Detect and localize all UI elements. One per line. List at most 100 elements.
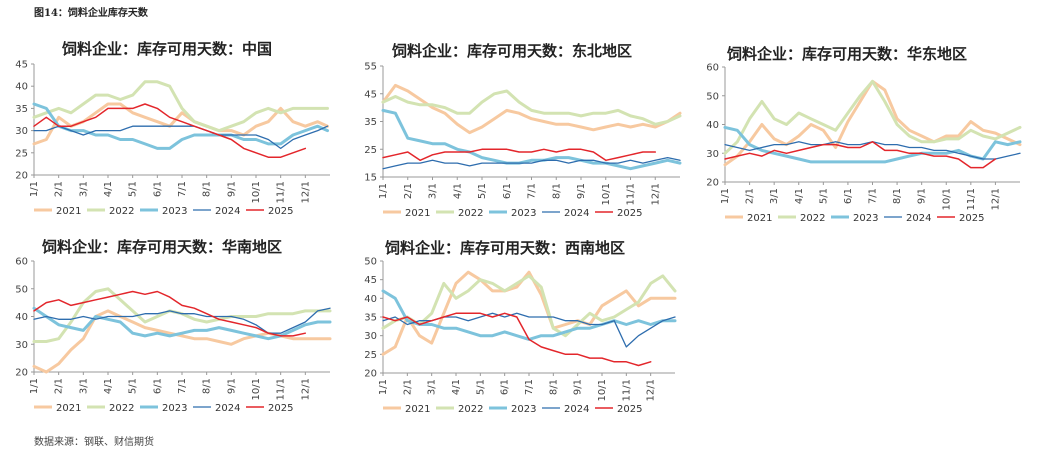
- legend-label-2023: 2023: [511, 404, 536, 415]
- chart-title: 饲料企业：库存可用天数：中国: [61, 40, 272, 58]
- x-tick-label: 11/1: [626, 183, 637, 205]
- chart-title: 饲料企业：库存可用天数：西南地区: [384, 239, 625, 257]
- legend-label-2022: 2022: [109, 206, 134, 217]
- x-tick-label: 6/1: [502, 183, 513, 199]
- legend-label-2022: 2022: [109, 403, 134, 414]
- chart-northeast: 饲料企业：库存可用天数：东北地区 15 25 35 45 55 1/1 2/1 3/1 4/1 5/…: [364, 42, 682, 219]
- x-tick-label: 5/1: [128, 181, 139, 197]
- chart-south: 饲料企业：库存可用天数：华南地区 20 30 40 50 60 1/1 2/1 3/1 4/1 5/…: [15, 238, 332, 414]
- y-tick-label: 55: [364, 62, 377, 73]
- y-tick-label: 60: [15, 257, 28, 268]
- x-tick-label: 12/1: [990, 188, 1001, 210]
- x-tick-label: 2/1: [402, 379, 413, 395]
- legend-label-2025: 2025: [959, 213, 984, 224]
- y-tick-label: 35: [15, 104, 28, 115]
- x-tick-label: 1/1: [29, 378, 40, 394]
- x-tick-label: 8/1: [202, 181, 213, 197]
- legend-label-2023: 2023: [162, 206, 187, 217]
- x-tick-label: 4/1: [103, 378, 114, 394]
- y-tick-label: 25: [15, 148, 28, 159]
- y-tick-label: 40: [15, 312, 28, 323]
- series-line-2022: [723, 79, 1022, 155]
- x-tick-label: 11/1: [621, 379, 632, 401]
- x-tick-label: 7/1: [177, 181, 188, 197]
- y-tick-label: 50: [364, 257, 377, 268]
- legend-label-2021: 2021: [405, 208, 430, 219]
- y-tick-label: 45: [15, 60, 28, 71]
- legend-label-2024: 2024: [564, 208, 589, 219]
- x-tick-label: 1/1: [378, 183, 389, 199]
- x-tick-label: 1/1: [720, 188, 731, 204]
- figure-caption: 图14：饲料企业库存天数: [34, 8, 148, 19]
- legend-label-2025: 2025: [268, 403, 293, 414]
- series-line-2023: [32, 102, 329, 150]
- series-line-2025: [382, 148, 657, 162]
- series-line-2025: [33, 290, 307, 337]
- x-tick-label: 9/1: [226, 181, 237, 197]
- y-tick-label: 45: [364, 89, 377, 100]
- series-line-2022: [381, 274, 677, 338]
- x-tick-label: 9/1: [573, 379, 584, 395]
- legend-label-2023: 2023: [511, 208, 536, 219]
- x-tick-label: 5/1: [818, 188, 829, 204]
- series-line-2021: [381, 83, 682, 135]
- source-note: 数据来源：钢联、财信期货: [34, 437, 154, 448]
- x-tick-label: 5/1: [128, 378, 139, 394]
- legend-label-2022: 2022: [458, 404, 483, 415]
- y-tick-label: 60: [706, 63, 719, 74]
- legend-label-2025: 2025: [617, 404, 642, 415]
- x-tick-label: 10/1: [601, 183, 612, 205]
- y-tick-label: 35: [364, 313, 377, 324]
- series-line-2022: [381, 89, 682, 126]
- x-tick-label: 7/1: [527, 183, 538, 199]
- legend-label-2023: 2023: [853, 213, 878, 224]
- series-line-2021: [32, 309, 332, 374]
- legend-label-2023: 2023: [162, 403, 187, 414]
- y-tick-label: 20: [15, 368, 28, 379]
- chart-title: 饲料企业：库存可用天数：华东地区: [726, 45, 967, 63]
- y-tick-label: 20: [706, 178, 719, 189]
- x-tick-label: 8/1: [892, 188, 903, 204]
- x-tick-label: 2/1: [745, 188, 756, 204]
- series-line-2024: [33, 307, 331, 334]
- x-tick-label: 8/1: [551, 183, 562, 199]
- legend-label-2021: 2021: [56, 206, 81, 217]
- series-line-2021: [381, 270, 677, 356]
- legend-label-2024: 2024: [215, 206, 240, 217]
- x-tick-label: 2/1: [403, 183, 414, 199]
- x-tick-label: 6/1: [500, 379, 511, 395]
- x-tick-label: 7/1: [868, 188, 879, 204]
- legend-label-2024: 2024: [906, 213, 931, 224]
- series-line-2024: [33, 125, 329, 150]
- legend-label-2025: 2025: [268, 206, 293, 217]
- x-tick-label: 12/1: [650, 183, 661, 205]
- chart-east: 饲料企业：库存可用天数：华东地区 20 30 40 50 60 1/1 2/1 3/1 4/1 5/…: [706, 45, 1022, 224]
- x-tick-label: 3/1: [78, 378, 89, 394]
- series-line-2024: [382, 156, 681, 170]
- y-tick-label: 40: [706, 120, 719, 131]
- x-tick-label: 10/1: [251, 378, 262, 400]
- x-tick-label: 12/1: [300, 378, 311, 400]
- x-tick-label: 12/1: [646, 379, 657, 401]
- y-tick-label: 50: [706, 91, 719, 102]
- x-tick-label: 4/1: [794, 188, 805, 204]
- x-tick-label: 11/1: [966, 188, 977, 210]
- x-tick-label: 1/1: [378, 379, 389, 395]
- x-tick-label: 8/1: [548, 379, 559, 395]
- x-tick-label: 4/1: [452, 183, 463, 199]
- x-tick-label: 3/1: [769, 188, 780, 204]
- x-tick-label: 2/1: [54, 181, 65, 197]
- x-tick-label: 12/1: [300, 181, 311, 203]
- y-tick-label: 30: [15, 340, 28, 351]
- legend-label-2024: 2024: [564, 404, 589, 415]
- legend-label-2022: 2022: [458, 208, 483, 219]
- x-tick-label: 7/1: [524, 379, 535, 395]
- x-tick-label: 9/1: [226, 378, 237, 394]
- y-tick-label: 45: [364, 275, 377, 286]
- x-tick-label: 10/1: [251, 181, 262, 203]
- series-line-2022: [32, 80, 329, 133]
- x-tick-label: 3/1: [78, 181, 89, 197]
- y-tick-label: 30: [706, 149, 719, 160]
